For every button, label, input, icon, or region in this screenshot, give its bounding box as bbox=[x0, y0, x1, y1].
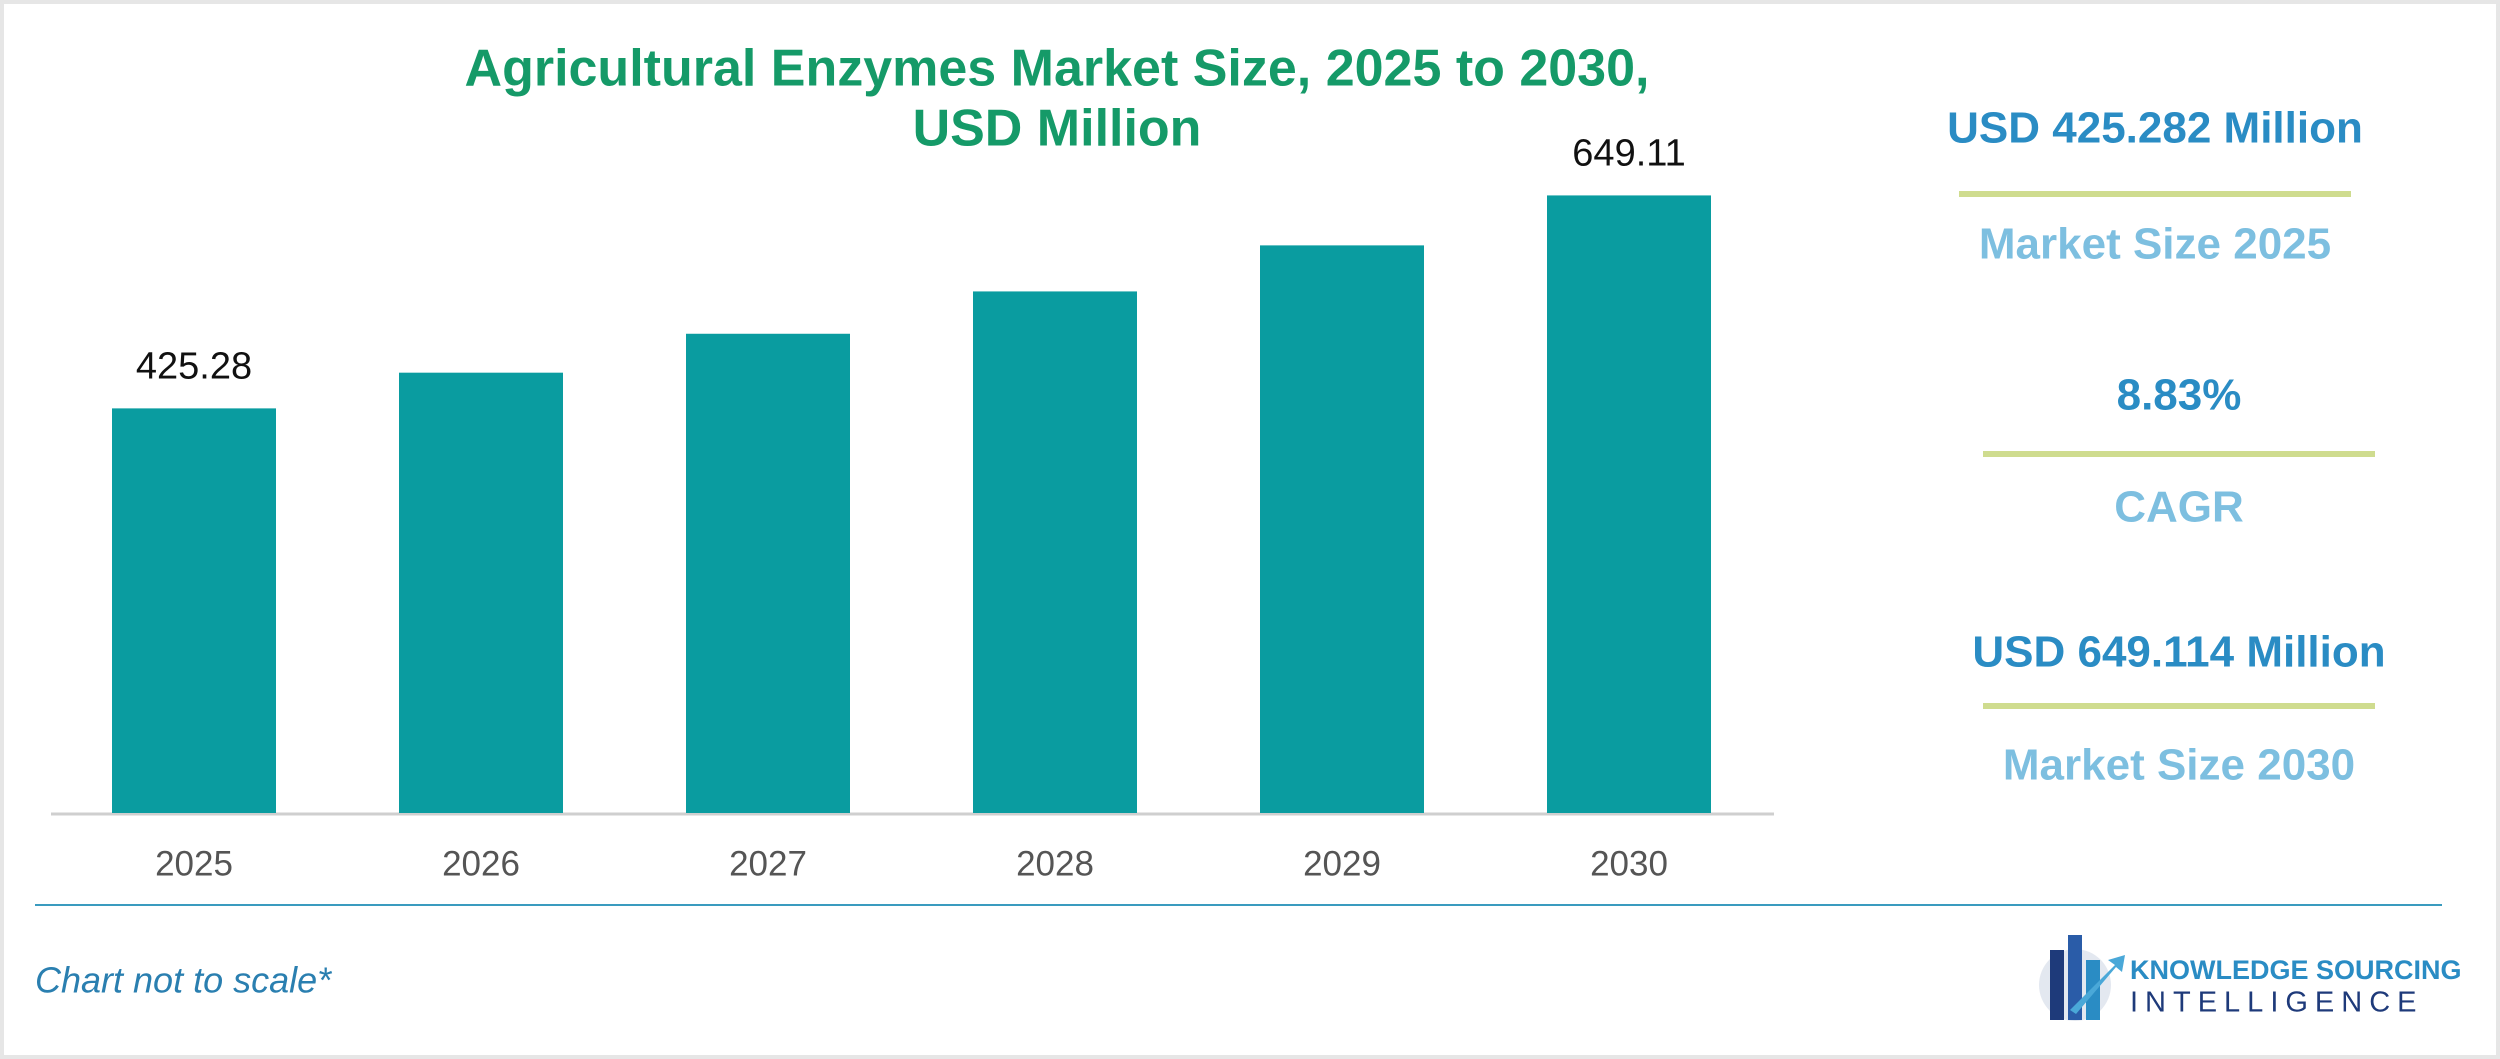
stat-value: 8.83% bbox=[2117, 371, 2242, 420]
stat-label: CAGR bbox=[2114, 483, 2244, 532]
footnote: Chart not to scale* bbox=[35, 960, 332, 1001]
chart-subtitle: USD Million bbox=[913, 100, 1202, 158]
bar bbox=[973, 291, 1137, 813]
logo: KNOWLEDGE SOURCING INTELLIGENCE bbox=[2039, 935, 2462, 1021]
bar bbox=[1260, 245, 1424, 814]
data-label: 649.11 bbox=[1572, 132, 1685, 174]
logo-bar bbox=[2050, 950, 2064, 1020]
x-tick-label: 2028 bbox=[1016, 844, 1094, 883]
bar bbox=[399, 372, 563, 813]
stat-value: USD 425.282 Million bbox=[1947, 104, 2363, 153]
x-tick-label: 2027 bbox=[729, 844, 807, 883]
x-tick-label: 2030 bbox=[1590, 844, 1668, 883]
stat-value: USD 649.114 Million bbox=[1972, 628, 2385, 677]
data-label: 425.28 bbox=[136, 345, 252, 387]
logo-line2: INTELLIGENCE bbox=[2130, 987, 2424, 1019]
bar bbox=[686, 333, 850, 813]
x-tick-label: 2029 bbox=[1303, 844, 1381, 883]
x-tick-label: 2025 bbox=[155, 844, 233, 883]
stat-label: Market Size 2030 bbox=[2003, 741, 2355, 790]
x-tick-label: 2026 bbox=[442, 844, 520, 883]
stat-label: Market Size 2025 bbox=[1979, 220, 2331, 269]
logo-bar bbox=[2068, 935, 2082, 1020]
bar bbox=[112, 408, 276, 813]
chart-title: Agricultural Enzymes Market Size, 2025 t… bbox=[465, 40, 1650, 98]
logo-arrow bbox=[2070, 955, 2125, 1014]
logo-line1: KNOWLEDGE SOURCING bbox=[2130, 955, 2462, 985]
bar bbox=[1547, 195, 1711, 813]
